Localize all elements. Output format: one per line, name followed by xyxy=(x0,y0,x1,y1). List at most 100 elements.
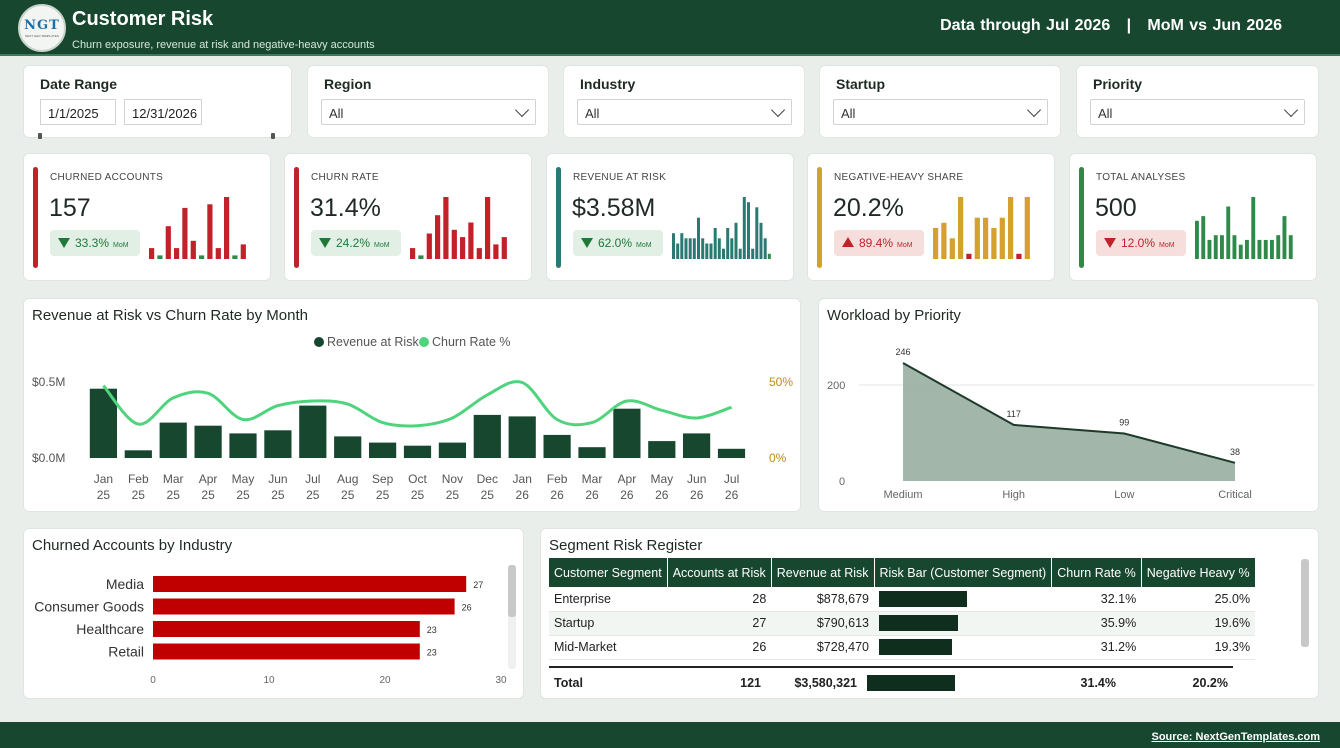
risk-bar-cell xyxy=(874,587,1052,612)
revenue-bar xyxy=(508,416,536,458)
x-axis-tick: Apr 26 xyxy=(618,472,637,502)
data-label: 23 xyxy=(427,648,437,658)
logo-subtext: NEXT GEN TEMPLATES xyxy=(25,34,59,38)
sparkline-bar xyxy=(974,217,980,259)
y-axis-tick-right: 50% xyxy=(769,375,793,389)
industry-chart-scrollbar[interactable] xyxy=(508,565,516,669)
kpi-value: 31.4% xyxy=(310,194,381,222)
sparkline-bar xyxy=(705,243,709,259)
kpi-change-value: 24.2% xyxy=(336,236,371,250)
category-label: Healthcare xyxy=(76,621,144,637)
sparkline-bar xyxy=(759,222,763,259)
data-label: 38 xyxy=(1230,447,1240,457)
date-start-input[interactable]: 1/1/2025 xyxy=(40,99,116,125)
column-header[interactable]: Negative Heavy % xyxy=(1141,558,1256,587)
scrollbar-thumb[interactable] xyxy=(508,565,516,617)
industry-bar xyxy=(153,598,455,615)
churned-industry-chart: Media 27 Consumer Goods 26 Healthcare 23 Retai… xyxy=(34,576,507,686)
data-label: 117 xyxy=(1007,409,1021,419)
sparkline-bar xyxy=(751,248,755,259)
column-header[interactable]: Revenue at Risk xyxy=(771,558,875,587)
x-axis-tick: Low xyxy=(1114,489,1134,501)
sparkline-bar xyxy=(207,204,213,259)
sparkline-bar xyxy=(1016,253,1022,259)
sparkline-bar xyxy=(672,233,675,259)
data-through-label: Data through Jul 2026 xyxy=(940,17,1111,34)
kpi-sparkline xyxy=(149,197,246,259)
sparkline-bar xyxy=(443,197,449,259)
churn-rate-line xyxy=(102,380,733,428)
priority-dropdown[interactable]: All xyxy=(1090,99,1305,125)
table-row[interactable]: Enterprise 28 $878,679 32.1% 25.0% xyxy=(549,587,1256,612)
negative-heavy-cell: 19.6% xyxy=(1141,611,1256,636)
sparkline-bar xyxy=(1257,239,1262,259)
risk-bar-cell xyxy=(874,635,1052,660)
sparkline-bar xyxy=(224,197,230,259)
x-axis-tick: Aug 25 xyxy=(337,472,358,502)
logo: NGT NEXT GEN TEMPLATES xyxy=(18,4,66,52)
date-slider-end-handle[interactable] xyxy=(271,133,275,139)
segment-risk-register-title: Segment Risk Register xyxy=(549,537,703,554)
kpi-value: 500 xyxy=(1095,194,1137,222)
revenue-bar xyxy=(194,425,222,458)
kpi-accent-bar xyxy=(1079,167,1084,268)
churned-industry-card: Churned Accounts by Industry Media 27 Cons… xyxy=(23,528,524,699)
mom-comparison-label: MoM vs Jun 2026 xyxy=(1147,17,1282,34)
kpi-change-value: 89.4% xyxy=(859,236,894,250)
revenue-bar xyxy=(717,448,746,458)
x-axis-tick: Nov 25 xyxy=(442,472,463,502)
scrollbar-thumb[interactable] xyxy=(1301,559,1309,647)
sparkline-bar xyxy=(501,237,507,259)
column-header[interactable]: Customer Segment xyxy=(549,558,668,587)
sparkline-bar xyxy=(717,238,721,259)
x-axis-tick: Jul 26 xyxy=(724,472,739,502)
industry-dropdown[interactable]: All xyxy=(577,99,792,125)
risk-bar xyxy=(867,674,955,691)
sparkline-bar xyxy=(240,244,246,259)
startup-dropdown[interactable]: All xyxy=(833,99,1048,125)
x-axis-tick: 10 xyxy=(263,675,275,686)
source-link[interactable]: Source: NextGenTemplates.com xyxy=(1151,731,1320,743)
date-slider-start-handle[interactable] xyxy=(38,133,42,139)
churn-cell: 31.2% xyxy=(1051,635,1142,660)
revenue-cell: $790,613 xyxy=(771,611,874,636)
region-slicer: Region All xyxy=(307,65,549,138)
x-axis-tick: Feb 25 xyxy=(128,472,149,502)
kpi-label: CHURNED ACCOUNTS xyxy=(50,172,164,183)
legend-label-churn: Churn Rate % xyxy=(432,335,511,349)
revenue-bar xyxy=(334,436,362,458)
kpi-card: NEGATIVE-HEAVY SHARE 20.2% 89.4% MoM xyxy=(807,153,1055,281)
table-row[interactable]: Mid-Market 26 $728,470 31.2% 19.3% xyxy=(549,635,1256,660)
revenue-bar xyxy=(683,433,711,458)
table-scrollbar[interactable] xyxy=(1301,559,1309,647)
kpi-sparkline xyxy=(672,197,771,259)
sparkline-bar xyxy=(680,233,684,259)
table-row[interactable]: Startup 27 $790,613 35.9% 19.6% xyxy=(549,611,1256,636)
y-axis-tick: 200 xyxy=(827,380,845,392)
triangle-down-icon xyxy=(58,238,70,248)
sparkline-bar xyxy=(1008,197,1014,259)
header-separator: | xyxy=(1126,17,1132,34)
y-axis-tick-left: $0.0M xyxy=(32,451,65,465)
date-end-input[interactable]: 12/31/2026 xyxy=(124,99,202,125)
kpi-label: REVENUE AT RISK xyxy=(573,172,667,183)
sparkline-bar xyxy=(215,248,221,259)
sparkline-bar xyxy=(734,222,738,259)
sparkline-bar xyxy=(485,197,491,259)
kpi-card: REVENUE AT RISK $3.58M 62.0% MoM xyxy=(546,153,794,281)
chevron-down-icon xyxy=(770,102,786,118)
revenue-bar xyxy=(229,433,257,458)
churn-cell: 35.9% xyxy=(1051,611,1142,636)
workload-priority-chart: 200 0 246 Medium 117 High 99 Low 38 Critical xyxy=(827,347,1314,501)
x-axis-tick: May 25 xyxy=(232,472,255,502)
sparkline-bar xyxy=(1238,244,1243,259)
column-header[interactable]: Churn Rate % xyxy=(1051,558,1142,587)
sparkline-bar xyxy=(692,238,696,259)
sparkline-bar xyxy=(676,243,680,259)
kpi-change-badge: 24.2% MoM xyxy=(311,230,401,256)
column-header[interactable]: Accounts at Risk xyxy=(667,558,772,587)
column-header[interactable]: Risk Bar (Customer Segment) xyxy=(874,558,1053,587)
total-revenue: $3,580,321 xyxy=(766,666,862,697)
segment-risk-register-card: Segment Risk Register Customer Segment Ac… xyxy=(540,528,1319,699)
region-dropdown[interactable]: All xyxy=(321,99,536,125)
